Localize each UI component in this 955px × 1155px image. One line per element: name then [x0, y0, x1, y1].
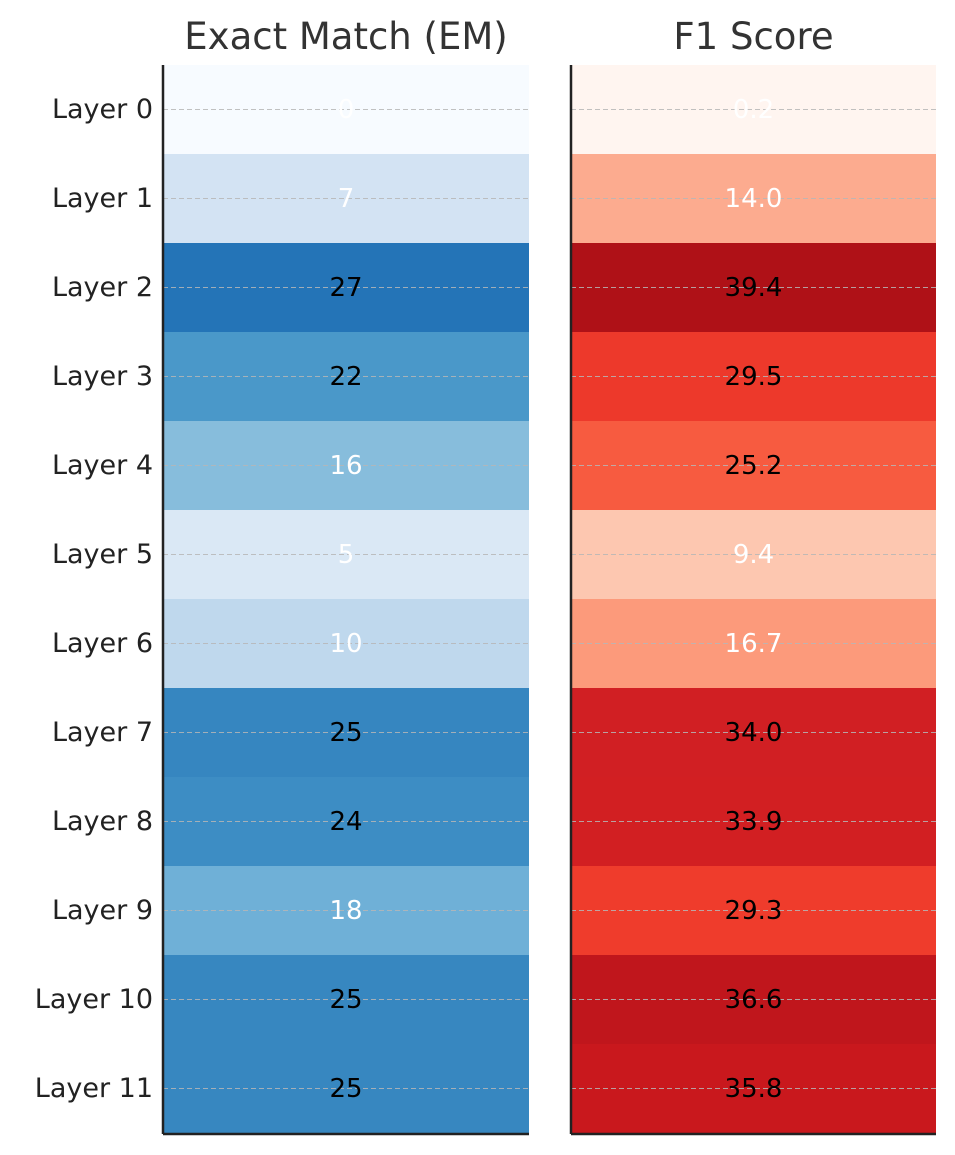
em-value-label-layer-9: 18 [329, 896, 362, 926]
em-value-label-layer-4: 16 [329, 451, 362, 481]
em-value-label-layer-10: 25 [329, 985, 362, 1015]
y-tick-label-layer-3: Layer 3 [52, 361, 153, 392]
f1-value-label-layer-2: 39.4 [725, 273, 783, 303]
y-tick-label-layer-2: Layer 2 [52, 272, 153, 303]
em-value-label-layer-8: 24 [329, 807, 362, 837]
y-tick-label-layer-6: Layer 6 [52, 628, 153, 659]
em-heatmap-cells [163, 65, 529, 1133]
em-value-label-layer-5: 5 [338, 540, 355, 570]
f1-value-label-layer-10: 36.6 [725, 985, 783, 1015]
y-tick-label-layer-7: Layer 7 [52, 717, 153, 748]
f1-score-panel: 0.2 14.0 39.4 29.5 25.2 9.4 16.7 34.0 33.9 29.3 36… [569, 15, 936, 1136]
em-value-label-layer-6: 10 [329, 629, 362, 659]
f1-heatmap-cells [571, 65, 936, 1133]
em-panel-title: Exact Match (EM) [184, 15, 507, 58]
em-value-label-layer-0: 0 [338, 95, 355, 125]
y-tick-label-layer-4: Layer 4 [52, 450, 153, 481]
f1-value-label-layer-5: 9.4 [733, 540, 774, 570]
exact-match-panel: 0 7 27 22 16 5 10 25 24 18 25 25 Exact Match (EM) Lay… [35, 15, 529, 1136]
em-value-label-layer-3: 22 [329, 362, 362, 392]
em-value-labels: 0 7 27 22 16 5 10 25 24 18 25 25 [329, 95, 362, 1104]
f1-value-label-layer-8: 33.9 [725, 807, 783, 837]
y-tick-label-layer-1: Layer 1 [52, 183, 153, 214]
f1-value-label-layer-0: 0.2 [733, 95, 774, 125]
y-tick-label-layer-0: Layer 0 [52, 94, 153, 125]
y-tick-label-layer-8: Layer 8 [52, 806, 153, 837]
y-tick-label-layer-5: Layer 5 [52, 539, 153, 570]
f1-value-label-layer-9: 29.3 [725, 896, 783, 926]
f1-value-label-layer-4: 25.2 [725, 451, 783, 481]
f1-gridlines [571, 109, 936, 1089]
f1-value-label-layer-11: 35.8 [725, 1074, 783, 1104]
f1-value-label-layer-3: 29.5 [725, 362, 783, 392]
em-value-label-layer-1: 7 [338, 184, 355, 214]
f1-value-label-layer-1: 14.0 [725, 184, 783, 214]
f1-value-label-layer-7: 34.0 [725, 718, 783, 748]
em-gridlines [163, 109, 529, 1089]
em-value-label-layer-7: 25 [329, 718, 362, 748]
f1-value-labels: 0.2 14.0 39.4 29.5 25.2 9.4 16.7 34.0 33.9 29.3 36… [725, 95, 783, 1104]
em-value-label-layer-11: 25 [329, 1074, 362, 1104]
y-tick-label-layer-11: Layer 11 [35, 1073, 153, 1104]
y-tick-label-layer-9: Layer 9 [52, 895, 153, 926]
y-tick-label-layer-10: Layer 10 [35, 984, 153, 1015]
em-value-label-layer-2: 27 [329, 273, 362, 303]
f1-value-label-layer-6: 16.7 [725, 629, 783, 659]
y-axis-tick-labels: Layer 0 Layer 1 Layer 2 Layer 3 Layer 4 Layer… [35, 94, 153, 1104]
f1-panel-title: F1 Score [673, 15, 833, 58]
